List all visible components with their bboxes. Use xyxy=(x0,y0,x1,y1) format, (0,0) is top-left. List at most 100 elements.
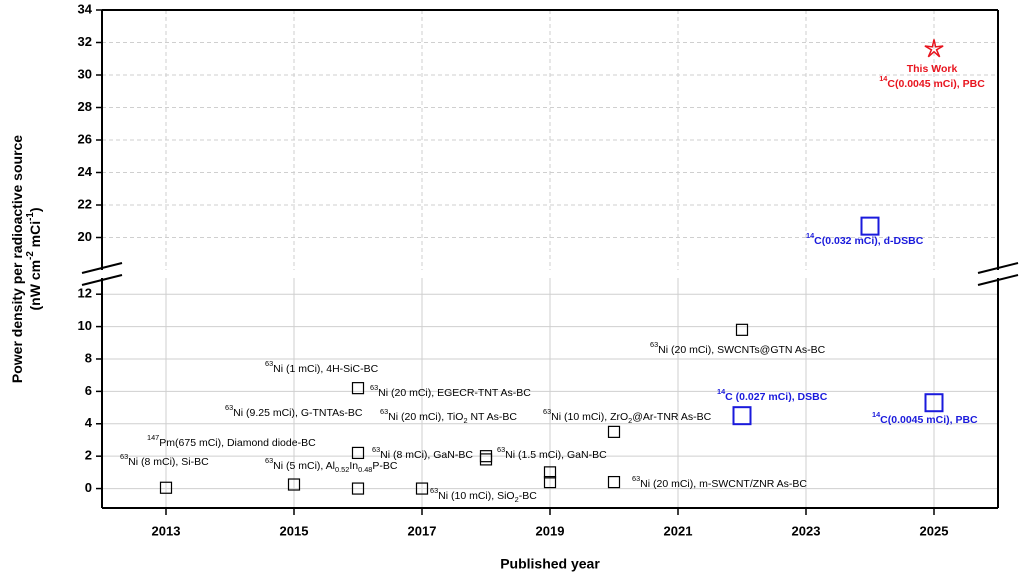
annotation: 63Ni (8 mCi), GaN-BC xyxy=(372,445,473,460)
annotation: 63Ni (20 mCi), SWCNTs@GTN As-BC xyxy=(650,340,826,355)
annotation: 63Ni (20 mCi), TiO2 NT As-BC xyxy=(380,407,517,425)
text-run: @Ar-TNR As-BC xyxy=(632,411,711,423)
text-run: Ni (1 mCi), 4H-SiC-BC xyxy=(273,363,378,375)
annotation: 147Pm(675 mCi), Diamond diode-BC xyxy=(147,433,316,448)
y-tick-label: 26 xyxy=(78,131,92,146)
text-run: 0.52 xyxy=(335,465,349,474)
axis-break xyxy=(81,274,123,286)
x-tick-label: 2013 xyxy=(152,523,181,538)
text-run: Ni (5 mCi), Al xyxy=(273,460,335,472)
text-run: Ni (8 mCi), GaN-BC xyxy=(380,449,473,461)
x-tick-label: 2021 xyxy=(664,523,693,538)
y-axis-label: (nW cm-2 mCi-1) xyxy=(25,207,43,310)
y-tick-label: 24 xyxy=(78,164,93,179)
text-run: P-BC xyxy=(372,460,398,472)
square-marker xyxy=(543,475,557,489)
text-run: Ni (20 mCi), EGECR-TNT As-BC xyxy=(378,387,531,399)
y-tick-label: 4 xyxy=(85,415,93,430)
text-run: -1 xyxy=(25,212,36,221)
square-marker xyxy=(287,478,301,491)
text-run: 14 xyxy=(717,387,726,396)
square-marker xyxy=(415,482,429,495)
text-run: 63 xyxy=(632,474,640,483)
x-axis-label: Published year xyxy=(500,556,600,572)
text-run: Ni (8 mCi), Si-BC xyxy=(128,456,209,468)
annotation: 14C(0.0045 mCi), PBC xyxy=(879,74,985,89)
text-run: 2 xyxy=(628,416,632,425)
y-tick-label: 10 xyxy=(78,318,92,333)
text-run: Ni (1.5 mCi), GaN-BC xyxy=(505,449,607,461)
square-marker xyxy=(924,393,944,413)
square-marker xyxy=(735,323,749,336)
x-tick-label: 2023 xyxy=(792,523,821,538)
square-marker xyxy=(860,216,880,236)
square-marker xyxy=(607,475,621,489)
square-marker xyxy=(351,482,365,495)
y-axis-label: Power density per radioactive source xyxy=(9,135,25,383)
annotation: 63Ni (9.25 mCi), G-TNTAs-BC xyxy=(225,403,363,418)
y-tick-label: 8 xyxy=(85,350,92,365)
y-tick-label: 22 xyxy=(78,196,92,211)
text-run: NT As-BC xyxy=(468,411,518,423)
axis-break xyxy=(977,262,1019,274)
square-marker xyxy=(351,446,365,460)
text-run: 63 xyxy=(372,445,380,454)
text-run: ) xyxy=(27,207,43,212)
text-run: C(0.0045 mCi), PBC xyxy=(880,414,978,426)
y-tick-label: 32 xyxy=(78,34,92,49)
text-run: 63 xyxy=(380,407,388,416)
square-marker xyxy=(479,453,493,466)
text-run: 14 xyxy=(872,410,881,419)
text-run: 63 xyxy=(497,445,505,454)
text-run: Power density per radioactive source xyxy=(9,135,25,383)
axis-break xyxy=(977,274,1019,286)
text-run: 14 xyxy=(806,231,815,240)
text-run: Ni (10 mCi), SiO xyxy=(438,490,514,502)
x-tick-label: 2015 xyxy=(280,523,309,538)
y-tick-label: 6 xyxy=(85,383,92,398)
text-run: -2 xyxy=(25,251,36,260)
y-tick-label: 12 xyxy=(78,286,92,301)
x-tick-label: 2025 xyxy=(920,523,949,538)
square-marker xyxy=(479,450,493,463)
square-marker xyxy=(607,425,621,438)
y-tick-label: 34 xyxy=(78,1,93,16)
text-run: C(0.032 mCi), d-DSBC xyxy=(814,235,924,247)
text-run: -BC xyxy=(519,490,538,502)
text-run: 63 xyxy=(650,340,658,349)
text-run: Pm(675 mCi), Diamond diode-BC xyxy=(159,437,316,449)
text-run: Ni (20 mCi), TiO xyxy=(388,411,463,423)
text-run: In xyxy=(349,460,358,472)
square-marker xyxy=(732,406,752,426)
text-run: 63 xyxy=(225,403,233,412)
text-run: This Work xyxy=(907,63,958,75)
annotation: 63Ni (8 mCi), Si-BC xyxy=(120,452,209,467)
annotation: 63Ni (1.5 mCi), GaN-BC xyxy=(497,445,607,460)
y-tick-label: 0 xyxy=(85,480,92,495)
text-run: 2 xyxy=(515,495,519,504)
axis-break xyxy=(81,262,123,274)
square-marker xyxy=(543,466,557,479)
text-run: 0.48 xyxy=(358,465,372,474)
text-run: 63 xyxy=(265,456,273,465)
text-run: 63 xyxy=(543,407,551,416)
annotation: 63Ni (5 mCi), Al0.52In0.48P-BC xyxy=(265,456,398,474)
star-marker xyxy=(924,39,944,58)
x-tick-label: 2019 xyxy=(536,523,565,538)
square-marker xyxy=(159,481,173,494)
text-run: 14 xyxy=(879,74,888,83)
annotation: 14C(0.0045 mCi), PBC xyxy=(872,410,978,425)
text-run: 63 xyxy=(265,359,273,368)
text-run: 63 xyxy=(370,383,378,392)
y-tick-label: 30 xyxy=(78,66,92,81)
y-tick-label: 20 xyxy=(78,229,92,244)
text-run: 63 xyxy=(120,452,128,461)
annotation: 63Ni (10 mCi), SiO2-BC xyxy=(430,486,537,504)
annotation: This Work xyxy=(907,63,958,75)
text-run: C(0.0045 mCi), PBC xyxy=(887,78,985,90)
square-marker xyxy=(351,382,365,395)
annotation: 14C(0.032 mCi), d-DSBC xyxy=(806,231,924,246)
annotation: 63Ni (1 mCi), 4H-SiC-BC xyxy=(265,359,379,374)
text-run: Ni (20 mCi), SWCNTs@GTN As-BC xyxy=(658,344,825,356)
